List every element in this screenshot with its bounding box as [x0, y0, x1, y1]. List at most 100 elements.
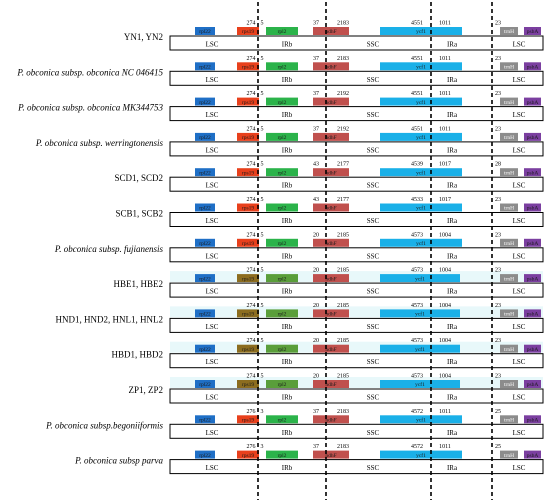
- gene-ndhf-bar: [313, 380, 349, 388]
- distance-ssc-ira-a: 4573: [411, 338, 423, 344]
- distance-ssc-ira-b: 1004: [439, 268, 451, 274]
- gene-trnh-bar: [500, 132, 518, 141]
- region-irb: IRb: [282, 358, 293, 366]
- distance-irb-ssc-b: 2185: [337, 338, 349, 344]
- gene-psba-bar: [524, 238, 541, 247]
- gene-ycf1-bar: [380, 380, 460, 388]
- gene-rpl2-label: rpl2: [278, 206, 287, 212]
- region-ssc: SSC: [367, 252, 380, 260]
- gene-ndhf-bar: [313, 415, 349, 424]
- gene-rps19-label: rps19: [242, 135, 254, 141]
- region-ssc: SSC: [367, 76, 380, 84]
- distance-irb-ssc-b: 2177: [337, 162, 349, 168]
- gene-rpl22-bar: [195, 203, 215, 212]
- gene-rpl22-label: rpl22: [199, 170, 211, 176]
- gene-trnh-label: trnH: [504, 453, 514, 459]
- gene-rps19-label: rps19: [242, 418, 254, 424]
- region-ssc: SSC: [367, 358, 380, 366]
- distance-ssc-ira-b: 1004: [439, 374, 451, 380]
- distance-lsc-irb-b: 5: [261, 268, 264, 274]
- gene-rpl2-bar: [266, 27, 298, 35]
- distance-irb-ssc-a: 43: [313, 197, 319, 203]
- distance-lsc-irb-a: 274: [247, 21, 256, 27]
- gene-rpl2-bar: [266, 62, 298, 71]
- gene-rps19-label: rps19: [242, 206, 254, 212]
- gene-ndhf-label: ndhF: [325, 206, 336, 212]
- gene-psba-label: psbA: [527, 347, 539, 353]
- gene-trnh-bar: [500, 168, 518, 177]
- gene-psba-label: psbA: [527, 206, 539, 212]
- region-ira: IRa: [447, 429, 458, 437]
- gene-psba-label: psbA: [527, 382, 539, 388]
- gene-ndhf-bar: [313, 309, 349, 318]
- gene-trnh-label: trnH: [504, 135, 514, 141]
- distance-ssc-ira-a: 4551: [411, 21, 423, 27]
- region-irb: IRb: [282, 464, 293, 472]
- genome-track-box: [169, 70, 544, 86]
- gene-ycf1-bar: [380, 238, 462, 247]
- species-label: SCB1, SCB2: [115, 209, 163, 219]
- gene-rpl2-label: rpl2: [278, 170, 287, 176]
- distance-irb-ssc-a: 37: [313, 21, 319, 27]
- gene-rpl2-label: rpl2: [278, 382, 287, 388]
- gene-rpl2-bar: [266, 168, 298, 177]
- species-label: HND1, HND2, HNL1, HNL2: [56, 314, 164, 324]
- gene-rps19-bar: [237, 309, 259, 318]
- genome-track-box: [169, 423, 544, 439]
- distance-ira-lsc: 25: [495, 444, 501, 450]
- gene-ndhf-label: ndhF: [325, 65, 336, 71]
- species-label: P. obconica subsp parva: [74, 456, 163, 466]
- region-ira: IRa: [447, 41, 458, 49]
- gene-rpl22-bar: [195, 309, 215, 318]
- gene-psba-bar: [524, 132, 541, 141]
- distance-ssc-ira-b: 1017: [439, 162, 451, 168]
- distance-lsc-irb-a: 274: [247, 338, 256, 344]
- gene-psba-bar: [524, 274, 541, 283]
- gene-trnh-label: trnH: [504, 29, 514, 35]
- distance-ira-lsc: 23: [495, 197, 501, 203]
- gene-ndhf-label: ndhF: [325, 29, 336, 35]
- gene-ndhf-label: ndhF: [325, 418, 336, 424]
- gene-rpl22-bar: [195, 274, 215, 283]
- gene-rps19-bar: [237, 450, 259, 459]
- gene-rpl2-label: rpl2: [278, 453, 287, 459]
- gene-ycf1-label: ycf1: [416, 64, 426, 71]
- distance-irb-ssc-a: 37: [313, 409, 319, 415]
- gene-rps19-label: rps19: [242, 29, 254, 35]
- region-irb: IRb: [282, 323, 293, 331]
- region-ssc: SSC: [367, 41, 380, 49]
- distance-ssc-ira-b: 1011: [439, 126, 451, 132]
- gene-rpl2-bar: [266, 203, 298, 212]
- region-irb: IRb: [282, 41, 293, 49]
- gene-ycf1-bar: [380, 62, 462, 71]
- gene-ndhf-label: ndhF: [325, 135, 336, 141]
- gene-rps19-bar: [237, 274, 259, 283]
- region-ira: IRa: [447, 76, 458, 84]
- region-irb: IRb: [282, 76, 293, 84]
- distance-irb-ssc-b: 2183: [337, 409, 349, 415]
- gene-psba-label: psbA: [527, 241, 539, 247]
- gene-ycf1-bar: [380, 415, 462, 424]
- gene-psba-bar: [524, 97, 541, 106]
- region-lsc-left: LSC: [206, 111, 219, 119]
- region-lsc-left: LSC: [206, 288, 219, 296]
- gene-ndhf-bar: [313, 203, 349, 212]
- region-ira: IRa: [447, 288, 458, 296]
- distance-ira-lsc: 23: [495, 126, 501, 132]
- distance-ssc-ira-b: 1011: [439, 444, 451, 450]
- distance-lsc-irb-a: 276: [247, 444, 256, 450]
- gene-rpl2-bar: [266, 238, 298, 247]
- distance-lsc-irb-a: 274: [247, 268, 256, 274]
- distance-lsc-irb-b: 5: [261, 56, 264, 62]
- region-ssc: SSC: [367, 217, 380, 225]
- gene-ycf1-label: ycf1: [415, 346, 425, 353]
- distance-ira-lsc: 23: [495, 338, 501, 344]
- region-ssc: SSC: [367, 182, 380, 190]
- species-label: P. obconica subsp. fujianensis: [54, 244, 164, 254]
- distance-ssc-ira-a: 4551: [411, 91, 423, 97]
- distance-irb-ssc-b: 2185: [337, 268, 349, 274]
- gene-psba-label: psbA: [527, 135, 539, 141]
- gene-trnh-bar: [500, 344, 518, 353]
- gene-rps19-bar: [237, 238, 259, 247]
